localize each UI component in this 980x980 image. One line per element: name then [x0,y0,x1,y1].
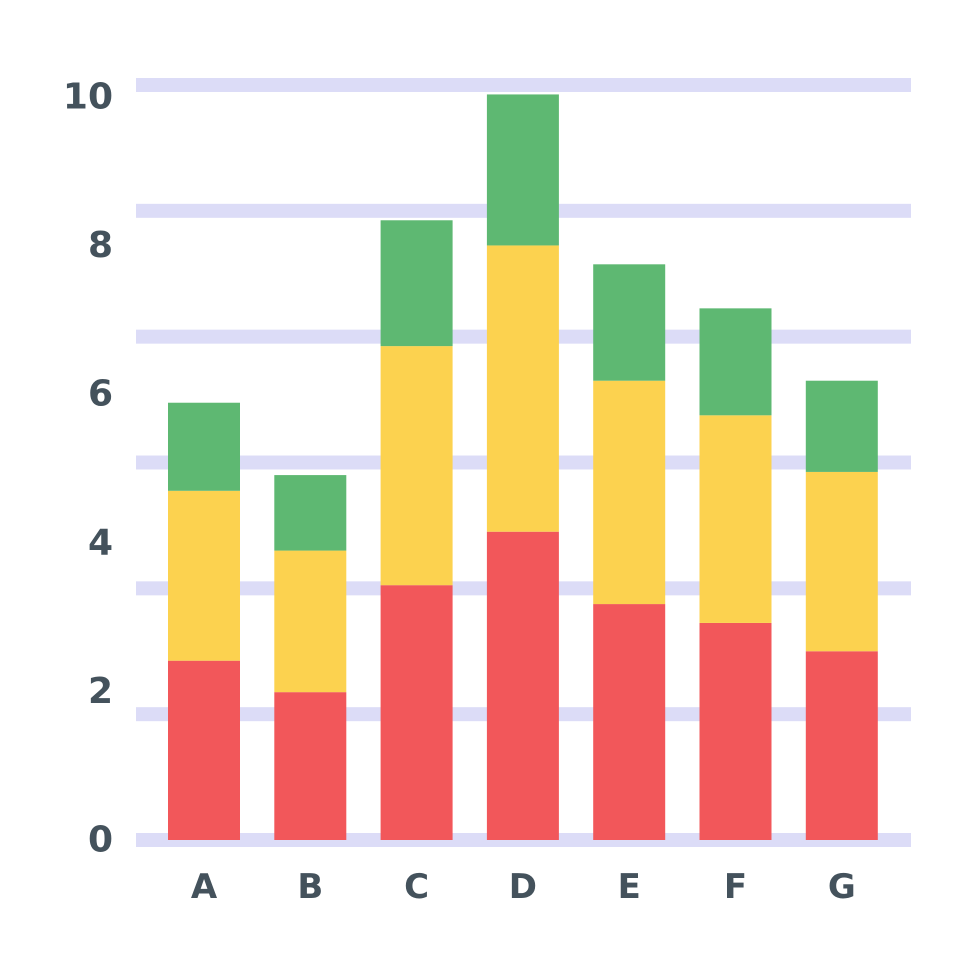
bar-segment [486,94,559,246]
x-tick-label: A [191,867,218,907]
bar-segment [168,402,240,491]
bar-segment [805,380,878,472]
bar-segment [593,604,666,840]
bar-segment [805,471,878,652]
x-tick-label: E [618,867,641,907]
gridline [136,78,911,92]
bar-segment [699,415,772,623]
y-tick-label: 10 [63,77,113,118]
bar-segment [380,220,453,347]
bar-segment [699,308,772,416]
bar-segment [274,550,347,693]
bar-segment [486,245,559,532]
x-tick-label: F [724,867,747,907]
y-tick-label: 6 [88,374,113,415]
y-tick-label: 0 [88,820,113,861]
y-tick-label: 2 [88,671,113,712]
bar-segment [486,531,559,840]
bar-segment [380,346,453,586]
y-axis-tick-labels: 0 2 4 6 8 10 [63,77,113,861]
bar-segment [593,264,666,381]
bar-segment [274,692,347,840]
bar-segment [593,380,666,605]
bar-segment [699,622,772,840]
x-axis-tick-labels: A B C D E F G [191,867,856,907]
x-tick-label: C [404,867,429,907]
bar-segment [168,490,240,661]
y-tick-label: 4 [88,522,113,563]
bar-segment [805,651,878,840]
bar-segment [274,475,347,551]
bars [168,94,878,840]
y-tick-label: 8 [88,225,113,266]
bar-segment [168,660,240,840]
x-tick-label: D [509,867,537,907]
x-tick-label: B [297,867,323,907]
bar-segment [380,585,453,840]
x-tick-label: G [828,867,856,907]
